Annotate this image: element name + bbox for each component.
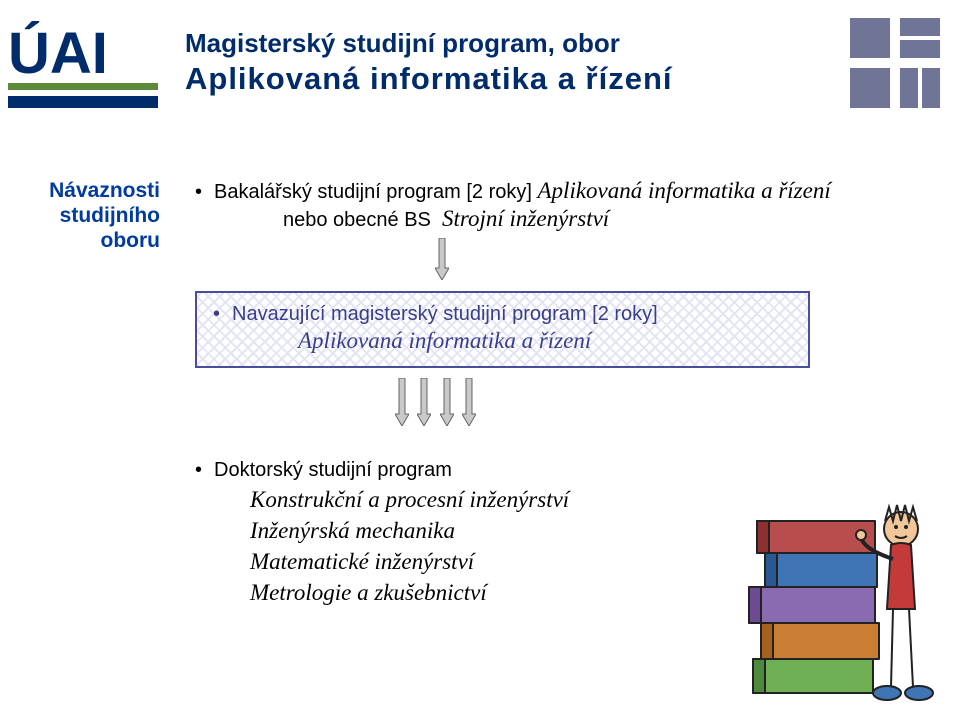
svg-text:ÚAI: ÚAI [8, 21, 108, 86]
fsi-logo [850, 18, 945, 113]
slide-title: Magisterský studijní program, obor Aplik… [185, 28, 673, 97]
arrow-down-1 [435, 238, 865, 285]
arrow-down-icon [462, 378, 474, 426]
bachelor-duration: [2 roky] [466, 181, 532, 203]
bachelor-name: Aplikovaná informatika a řízení [538, 178, 831, 203]
arrow-down-icon [435, 238, 447, 280]
arrow-down-icon [417, 378, 429, 426]
arrow-down-icon [440, 378, 452, 426]
master-duration: [2 roky] [592, 303, 658, 325]
bachelor-label: Bakalářský studijní program [195, 181, 461, 203]
doctoral-label: Doktorský studijní program [195, 459, 452, 481]
master-line1: Navazující magisterský studijní program … [213, 303, 792, 326]
master-label: Navazující magisterský studijní program [213, 303, 587, 325]
title-line2: Aplikovaná informatika a řízení [185, 61, 673, 97]
arrow-down-group [395, 378, 865, 431]
title-line1: Magisterský studijní program, obor [185, 28, 673, 59]
master-name: Aplikovaná informatika a řízení [298, 328, 792, 354]
arrow-down-icon [395, 378, 407, 426]
bachelor-line2: nebo obecné BS Strojní inženýrství [283, 206, 865, 232]
section-label-l3: oboru [101, 229, 160, 252]
section-label-l1: Návaznosti [49, 179, 160, 202]
bachelor-line1: Bakalářský studijní program [2 roky] Apl… [195, 178, 865, 204]
section-label: Návaznosti studijního oboru [0, 178, 160, 254]
section-label-l2: studijního [60, 204, 160, 227]
uai-logo: ÚAI [8, 18, 158, 113]
master-box: Navazující magisterský studijní program … [195, 291, 810, 368]
books-illustration [743, 479, 945, 709]
